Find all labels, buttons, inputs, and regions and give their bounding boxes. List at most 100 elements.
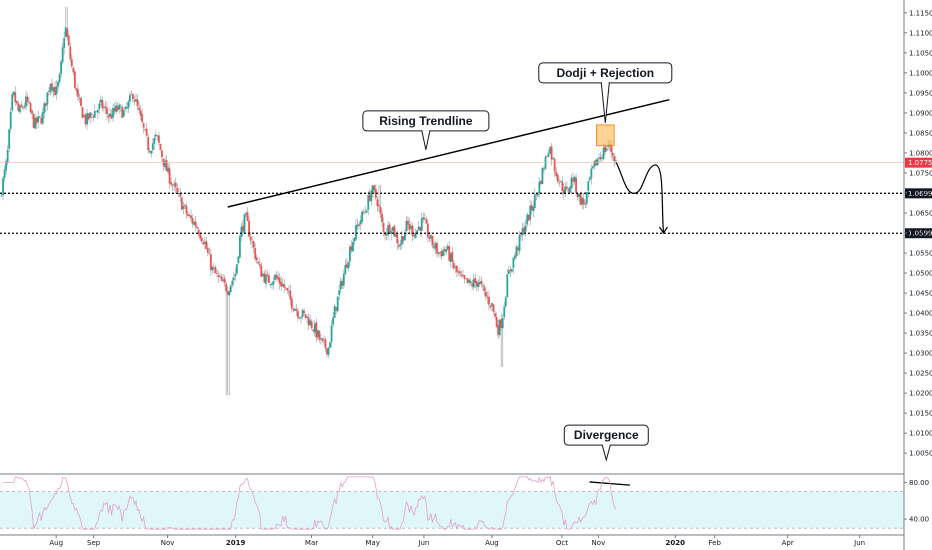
candle-body [223, 278, 226, 283]
candle-body [390, 231, 393, 235]
candle-body [141, 114, 144, 123]
candle-body [436, 242, 438, 254]
candle-body [199, 233, 202, 239]
candle-body [197, 229, 200, 235]
candle-body [497, 325, 500, 335]
candle-body [333, 306, 336, 318]
candle-body [338, 290, 341, 296]
annotation-text: Divergence [574, 428, 639, 442]
candle-body [72, 67, 75, 73]
candle-body [159, 143, 162, 151]
candle-body [361, 211, 364, 222]
candle-body [5, 160, 8, 171]
time-tick-label: Jun [853, 539, 865, 547]
projection-arrowhead-icon [658, 226, 668, 235]
candle-body [92, 116, 95, 118]
candle-body [596, 159, 599, 166]
time-tick-label: May [365, 539, 379, 547]
candle-body [232, 277, 235, 281]
candle-body [243, 214, 246, 233]
time-tick-label: Aug [485, 539, 499, 547]
candle-body [272, 281, 275, 285]
candle-body [344, 264, 347, 275]
candle-body [428, 236, 431, 239]
candle-body [448, 246, 451, 261]
candle-body [605, 148, 608, 151]
candle-body [98, 103, 101, 109]
candle-body [194, 221, 197, 227]
candle-body [400, 236, 403, 245]
candle-body [269, 284, 272, 286]
candle-body [222, 279, 224, 281]
projection-path[interactable] [615, 162, 665, 234]
level-price-label: 1.05994 [908, 230, 932, 238]
candle-body [407, 220, 409, 225]
candle-body [399, 243, 402, 246]
candle-body [87, 113, 90, 120]
candle-body [18, 105, 21, 113]
candle-body [183, 204, 186, 206]
annotations[interactable]: Rising Trendline Dodji + Rejection Diverge… [362, 62, 673, 462]
candle-body [323, 340, 325, 341]
time-tick-label: Sep [87, 539, 101, 547]
candle-body [168, 168, 171, 184]
candle-body [193, 221, 195, 225]
candle-body [341, 281, 344, 286]
time-tick-label: Jun [417, 539, 429, 547]
candle-body [234, 274, 237, 277]
candle-body [488, 296, 490, 305]
candle-body [477, 282, 480, 288]
candle-body [469, 281, 472, 284]
candle-body [411, 225, 414, 236]
candle-body [349, 246, 351, 262]
level-price-badge [905, 188, 932, 199]
candle-body [555, 171, 558, 176]
price-axis[interactable]: 1.11500 1.11000 1.10500 1.10000 1.09500 1.090… [903, 0, 932, 550]
candle-body [423, 218, 426, 220]
candle-body [6, 149, 9, 163]
candle-body [96, 109, 99, 113]
candle-body [245, 212, 247, 215]
candle-body [559, 180, 562, 182]
rising-trendline[interactable] [227, 98, 670, 208]
candle-body [353, 237, 356, 242]
price-tick-label: 1.08500 [909, 129, 932, 137]
candle-body [413, 234, 415, 237]
annotation-callout[interactable]: Dodji + Rejection [538, 62, 673, 123]
candle-body [529, 205, 532, 220]
candle-body [365, 210, 368, 213]
candle-body [52, 87, 55, 92]
candle-body [579, 193, 582, 206]
annotation-callout[interactable]: Rising Trendline [362, 110, 490, 150]
candle-body [220, 276, 223, 282]
candle-body [225, 283, 228, 292]
candle-body [446, 245, 449, 250]
candle-body [452, 262, 455, 269]
candle-body [261, 273, 264, 276]
annotation-callout[interactable]: Divergence [563, 424, 649, 462]
rejection-box[interactable] [596, 124, 615, 147]
candle-body [374, 189, 377, 199]
candle-body [156, 135, 159, 137]
candle-body [106, 107, 108, 114]
candle-body [121, 106, 124, 118]
candle-body [433, 245, 435, 248]
drawings[interactable] [227, 98, 670, 486]
candle-body [524, 225, 527, 232]
candle-body [332, 317, 335, 325]
candle-body [540, 180, 542, 184]
candle-body [263, 273, 266, 283]
candle-body [330, 325, 333, 343]
candle-body [260, 265, 263, 277]
time-axis[interactable]: Aug Sep Nov 2019 Mar May Jun Aug Oct Nov 2020 Feb Ap… [0, 534, 904, 547]
candle-body [101, 99, 104, 109]
candle-body [173, 183, 176, 186]
time-tick-label: 2020 [666, 539, 686, 547]
candle-body [258, 263, 261, 266]
candle-body [370, 190, 373, 202]
candle-body [590, 168, 593, 179]
candle-body [460, 274, 463, 276]
candle-body [378, 204, 380, 207]
